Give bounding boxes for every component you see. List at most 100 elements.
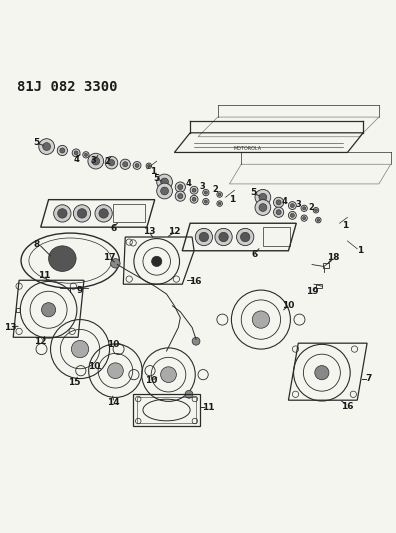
Circle shape (215, 228, 232, 246)
Text: 1: 1 (229, 195, 235, 204)
Circle shape (147, 165, 150, 167)
Text: MOTOROLA: MOTOROLA (233, 147, 261, 151)
Circle shape (178, 193, 183, 199)
Circle shape (203, 189, 209, 196)
Circle shape (252, 311, 270, 328)
Circle shape (71, 341, 89, 358)
Circle shape (218, 202, 221, 205)
Circle shape (192, 188, 196, 192)
Circle shape (199, 232, 209, 242)
Circle shape (161, 178, 169, 186)
Circle shape (259, 193, 267, 201)
Text: 16: 16 (341, 401, 354, 410)
Circle shape (301, 205, 307, 212)
Text: 4: 4 (73, 155, 79, 164)
Circle shape (109, 159, 114, 166)
Text: 19: 19 (306, 287, 318, 296)
Circle shape (217, 192, 223, 197)
Circle shape (274, 207, 284, 217)
Text: 1: 1 (150, 167, 156, 176)
Circle shape (39, 139, 55, 155)
Circle shape (146, 163, 152, 168)
Text: 10: 10 (145, 376, 157, 385)
Text: 12: 12 (168, 227, 181, 236)
Text: 3: 3 (295, 200, 301, 209)
Circle shape (60, 148, 65, 153)
Text: 6: 6 (252, 250, 258, 259)
Circle shape (95, 205, 112, 222)
Circle shape (157, 183, 172, 199)
Circle shape (161, 367, 176, 383)
Circle shape (195, 228, 213, 246)
Text: 17: 17 (103, 253, 116, 262)
Circle shape (120, 159, 130, 169)
Circle shape (219, 232, 228, 242)
Circle shape (99, 209, 109, 218)
Circle shape (108, 363, 123, 378)
Circle shape (152, 256, 162, 266)
Circle shape (74, 151, 78, 155)
Text: 3: 3 (199, 182, 205, 191)
Text: 1: 1 (357, 246, 364, 255)
Text: 12: 12 (34, 337, 47, 346)
Circle shape (274, 197, 284, 207)
Circle shape (218, 193, 221, 196)
Text: 5: 5 (154, 174, 160, 182)
Circle shape (303, 216, 306, 220)
Circle shape (288, 212, 296, 219)
Text: 10: 10 (107, 340, 120, 349)
Circle shape (290, 204, 294, 207)
Circle shape (92, 157, 100, 165)
Circle shape (83, 152, 89, 158)
Circle shape (255, 189, 271, 205)
Text: 9: 9 (77, 286, 83, 295)
Text: 6: 6 (110, 224, 116, 233)
Circle shape (301, 215, 307, 221)
Circle shape (175, 182, 185, 192)
Text: 2: 2 (105, 157, 110, 166)
Circle shape (316, 217, 321, 223)
Circle shape (105, 156, 118, 169)
Circle shape (43, 143, 51, 150)
Text: 5: 5 (34, 138, 40, 147)
Text: 13: 13 (4, 323, 16, 332)
Circle shape (236, 228, 254, 246)
Circle shape (314, 209, 317, 212)
Circle shape (315, 366, 329, 379)
Text: 5: 5 (251, 188, 257, 197)
Text: 13: 13 (143, 228, 155, 237)
Text: 1: 1 (342, 221, 348, 230)
Circle shape (111, 259, 120, 268)
Circle shape (42, 303, 56, 317)
Circle shape (204, 200, 208, 203)
Text: 14: 14 (107, 398, 120, 407)
Circle shape (88, 154, 104, 169)
Circle shape (161, 187, 169, 195)
Circle shape (203, 198, 209, 205)
Circle shape (255, 200, 271, 215)
Text: 15: 15 (68, 378, 80, 387)
Circle shape (72, 149, 80, 157)
Circle shape (192, 337, 200, 345)
Circle shape (178, 184, 183, 190)
Circle shape (77, 209, 87, 218)
Ellipse shape (49, 246, 76, 271)
Circle shape (133, 161, 141, 169)
Circle shape (317, 219, 320, 222)
Circle shape (190, 186, 198, 194)
Circle shape (303, 207, 306, 210)
Circle shape (185, 390, 193, 398)
Text: 7: 7 (366, 374, 372, 383)
Circle shape (192, 197, 196, 201)
Text: 4: 4 (185, 179, 191, 188)
Text: 8: 8 (34, 240, 40, 249)
Text: 3: 3 (91, 156, 97, 165)
Text: 16: 16 (188, 277, 201, 286)
Text: 11: 11 (202, 403, 214, 412)
Text: 10: 10 (88, 362, 100, 372)
Text: 2: 2 (309, 203, 314, 212)
Text: 18: 18 (327, 253, 340, 262)
Circle shape (157, 174, 172, 190)
Circle shape (54, 205, 71, 222)
Circle shape (290, 213, 294, 217)
